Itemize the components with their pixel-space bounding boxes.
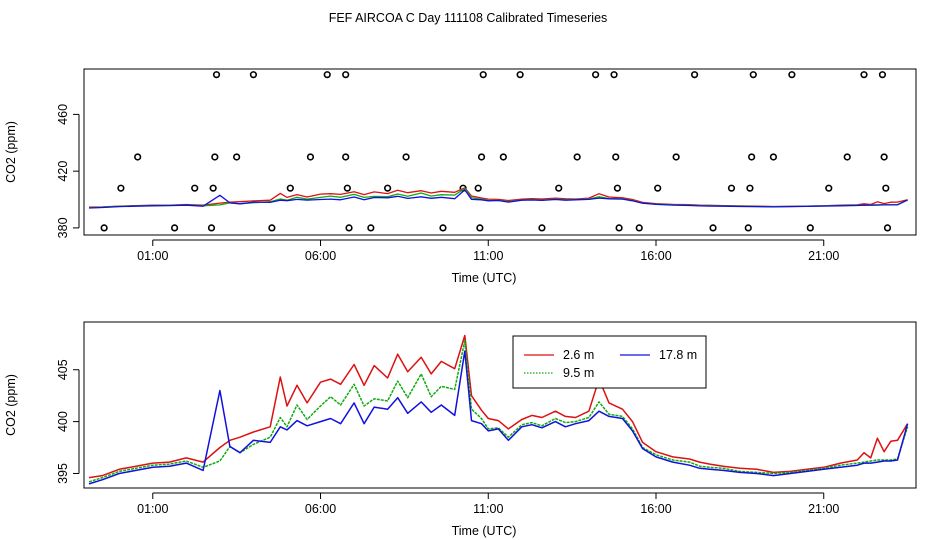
top-outlier-point-41 <box>690 71 699 79</box>
top-y-axis: 380 420 460 <box>56 104 80 238</box>
top-outlier-point-14 <box>323 71 331 79</box>
top-outlier-point-38 <box>635 224 643 232</box>
top-outlier-point-11 <box>268 224 276 232</box>
top-outlier-point-57 <box>883 224 892 232</box>
bottom-xlabel: Time (UTC) <box>452 524 517 538</box>
top-outlier-point-9 <box>233 153 241 161</box>
top-outlier-point-13 <box>306 153 315 161</box>
top-outlier-point-48 <box>769 153 778 161</box>
legend-box <box>512 335 707 389</box>
top-xtick-label-6: 06:00 <box>305 249 336 263</box>
top-ylabel: CO2 (ppm) <box>4 121 18 183</box>
top-outlier-point-36 <box>613 184 622 192</box>
top-outlier-point-54 <box>878 71 887 79</box>
top-xtick-label-1: 01:00 <box>137 249 168 263</box>
top-outlier-point-19 <box>367 224 375 232</box>
bottom-panel: 395 400 405 01:00 06:00 11:00 16:00 21:00 Time… <box>4 321 917 538</box>
top-outlier-point-32 <box>573 153 581 161</box>
top-outlier-point-37 <box>615 224 623 232</box>
top-outlier-point-21 <box>402 153 410 161</box>
top-outlier-point-1 <box>117 184 125 192</box>
top-x-axis: 01:00 06:00 11:00 16:00 21:00 <box>137 239 839 263</box>
top-outlier-point-17 <box>343 184 351 192</box>
top-outlier-point-34 <box>610 71 618 79</box>
top-outlier-point-43 <box>727 184 736 192</box>
bot-series-line-9-5m <box>88 339 909 483</box>
top-outlier-point-3 <box>170 224 179 232</box>
top-ytick-label-420: 420 <box>56 161 70 182</box>
top-outlier-point-29 <box>516 71 524 79</box>
bottom-y-axis: 395 400 405 <box>56 359 80 484</box>
top-outlier-point-44 <box>744 224 752 232</box>
top-outlier-point-12 <box>286 184 294 192</box>
top-outlier-point-35 <box>612 153 620 161</box>
top-outlier-point-46 <box>748 153 756 161</box>
top-xtick-label-16: 16:00 <box>640 249 671 263</box>
top-outlier-point-42 <box>709 224 717 232</box>
bottom-x-axis: 01:00 06:00 11:00 16:00 21:00 <box>137 492 839 516</box>
top-series-line-17-8m <box>88 189 908 209</box>
legend: 2.6 m 9.5 m 17.8 m <box>512 335 707 389</box>
bot-xtick-label-11: 11:00 <box>473 502 503 516</box>
top-outlier-point-45 <box>746 184 754 192</box>
top-outlier-point-15 <box>342 71 350 79</box>
top-outlier-point-49 <box>788 71 796 79</box>
top-outlier-point-51 <box>825 184 833 192</box>
top-outlier-point-40 <box>672 153 680 161</box>
top-outlier-point-4 <box>191 184 199 192</box>
bot-xtick-label-21: 21:00 <box>808 502 839 516</box>
bot-series-line-2-6m <box>88 334 909 479</box>
top-outlier-point-52 <box>843 153 851 161</box>
top-outlier-point-33 <box>592 71 600 79</box>
top-xtick-label-21: 21:00 <box>808 249 839 263</box>
top-outlier-point-27 <box>479 71 487 79</box>
top-outlier-point-28 <box>499 153 507 161</box>
top-ytick-label-380: 380 <box>56 217 70 238</box>
bottom-series-lines <box>88 334 909 485</box>
top-series-lines <box>88 187 908 209</box>
top-outlier-point-53 <box>860 71 868 79</box>
top-outlier-point-8 <box>212 71 221 79</box>
top-outlier-point-5 <box>207 224 216 232</box>
bot-xtick-label-1: 01:00 <box>137 502 168 516</box>
bottom-ylabel: CO2 (ppm) <box>4 374 18 436</box>
bot-xtick-label-16: 16:00 <box>640 502 671 516</box>
bottom-plot-frame <box>83 321 917 489</box>
top-outlier-point-31 <box>555 184 563 192</box>
legend-label-9-5m: 9.5 m <box>563 366 594 380</box>
top-outlier-point-39 <box>654 184 662 192</box>
top-outlier-point-2 <box>134 153 142 161</box>
top-outlier-point-25 <box>476 224 484 232</box>
top-outlier-point-30 <box>538 224 546 232</box>
bot-ytick-label-395: 395 <box>56 463 70 484</box>
top-outlier-point-6 <box>209 184 217 192</box>
top-outlier-point-7 <box>211 153 219 161</box>
top-outlier-point-47 <box>749 71 757 79</box>
top-outlier-points <box>100 71 892 232</box>
bot-xtick-label-6: 06:00 <box>305 502 336 516</box>
top-outlier-point-22 <box>439 224 447 232</box>
top-plot-frame <box>83 68 917 236</box>
figure-title: FEF AIRCOA C Day 111108 Calibrated Times… <box>329 11 608 25</box>
top-outlier-point-56 <box>882 184 890 192</box>
top-outlier-point-20 <box>384 184 392 192</box>
bot-ytick-label-400: 400 <box>56 411 70 432</box>
top-xlabel: Time (UTC) <box>452 271 517 285</box>
top-ytick-label-460: 460 <box>56 104 70 125</box>
top-outlier-point-24 <box>474 184 482 192</box>
top-outlier-point-50 <box>806 224 814 232</box>
top-outlier-point-26 <box>477 153 486 161</box>
top-outlier-point-55 <box>880 153 888 161</box>
top-outlier-point-0 <box>100 224 108 232</box>
top-outlier-point-10 <box>249 71 258 79</box>
top-xtick-label-11: 11:00 <box>473 249 503 263</box>
top-panel: 380 420 460 01:00 06:00 11:00 16:00 21:00 Time… <box>4 68 917 285</box>
top-outlier-point-18 <box>345 224 353 232</box>
bot-series-line-17-8m <box>88 350 909 485</box>
legend-label-2-6m: 2.6 m <box>563 348 594 362</box>
top-outlier-point-16 <box>342 153 350 161</box>
legend-label-17-8m: 17.8 m <box>659 348 697 362</box>
bot-ytick-label-405: 405 <box>56 359 70 380</box>
